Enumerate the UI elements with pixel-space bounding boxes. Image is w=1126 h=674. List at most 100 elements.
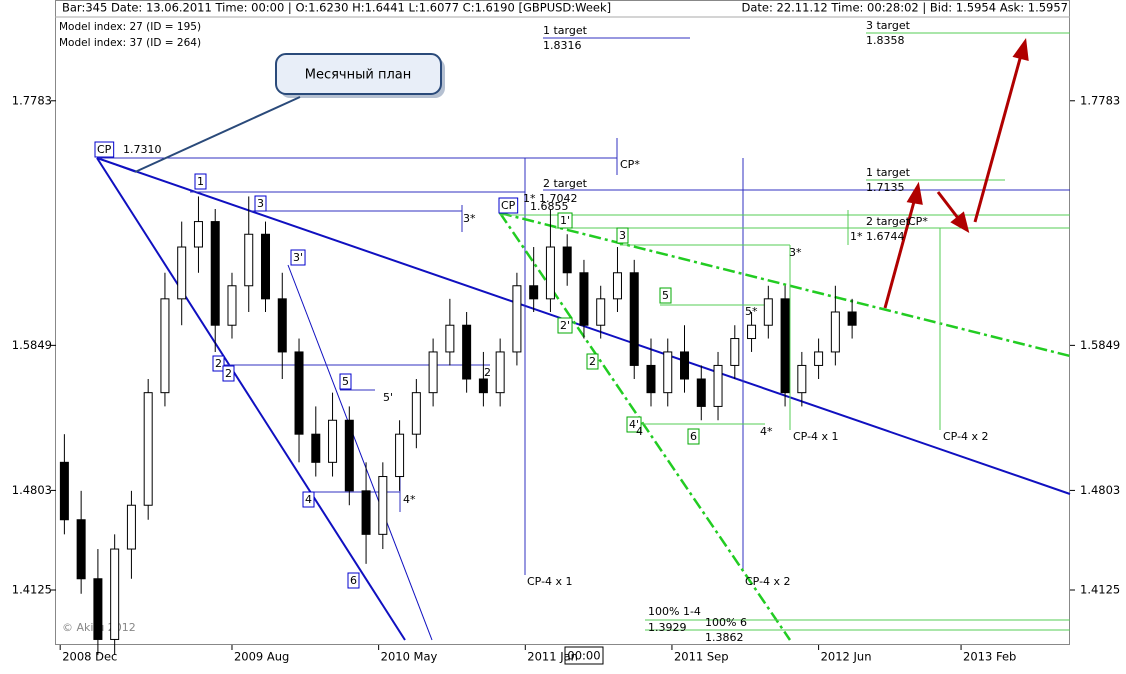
annotation-box [586,353,599,370]
candle-body [713,364,723,407]
annotation: 5 [342,375,349,388]
annotation: 4* [403,493,416,506]
plot-frame [55,0,1070,645]
annotation: 2 target [866,215,911,228]
annotation: 1.6855 [530,200,569,213]
candle-body [76,519,86,580]
candle-body [126,504,136,550]
candle-body [59,461,69,521]
x-tick-label: 2009 Aug [234,650,289,664]
trendline [96,157,136,173]
candle-body [193,221,203,248]
trendline [499,211,1071,358]
annotation-box [557,212,573,229]
annotation-box [94,141,115,158]
annotation: 3 [257,197,264,210]
annotation-box [687,428,700,445]
candle-body [730,338,740,366]
annotation-box [212,355,225,372]
annotation: 1 target [543,24,588,37]
candle-body [646,364,656,394]
candle-body [512,285,522,353]
annotation: CP-4 x 2 [943,430,989,443]
annotation-box [302,491,315,508]
arrow [973,54,1023,223]
candle-body [93,578,103,640]
annotation-box [290,249,306,266]
annotation: 1.8358 [866,34,905,47]
arrows [883,37,1029,309]
annotation: 5' [383,391,393,404]
arrow-head [950,211,970,234]
x-tick-label: 2013 Feb [963,650,1016,664]
annotation: CP [501,199,516,212]
candle-body [462,324,472,380]
drawings [96,32,1071,641]
candle-body [612,272,622,300]
annotation: 3 [619,229,626,242]
candle-body [261,233,271,300]
annotation: 6 [690,430,697,443]
candle-body [814,351,824,366]
annotation: 2 target [543,177,588,190]
x-tick-label: 2011 Jan [527,650,578,664]
annotation-box [339,373,352,390]
annotation: 5* [745,305,758,318]
candle-body [177,246,187,300]
annotation: 1.7135 [866,181,905,194]
annotation-box [616,227,629,244]
candle-body [411,392,421,435]
live-info: Date: 22.11.12 Time: 00:28:02 | Bid: 1.5… [742,1,1069,15]
y-tick-label: 1.5849 [1080,338,1120,352]
annotation: 3 target [866,19,911,32]
arrow-head [1012,37,1029,61]
candle-body [445,324,455,353]
candle-body [780,298,790,394]
cursor-time: 00:00 [567,649,600,663]
candle-body [361,490,371,535]
x-tick-label: 2012 Jun [821,650,872,664]
arrow-head [906,181,923,205]
y-tick-label: 1.5849 [12,338,52,352]
y-tick-label: 1.4803 [12,483,52,497]
candle-body [328,419,338,463]
annotation-box [222,365,235,382]
candle-body [227,285,237,326]
annotation: CP* [908,215,928,228]
y-tick-label: 1.4125 [1080,583,1120,597]
candle-body [378,476,388,535]
annotation: CP-4 x 1 [527,575,573,588]
annotation: 1.7310 [123,143,162,156]
candle-body [311,433,321,463]
candle-body [596,298,606,326]
callout-pointer [134,96,301,173]
candle-body [294,351,304,435]
candle-body [847,311,857,326]
annotation: 2 [225,367,232,380]
annotation: 1.8316 [543,39,582,52]
annotation-box [347,572,360,589]
annotation-box [659,287,672,304]
annotation: CP-4 x 1 [793,430,839,443]
plot: 1.7783 1.7783 1.5849 1.5849 1.4803 1.4803 1.41… [12,19,1121,664]
cursor-box [564,646,604,665]
bar-info: Bar:345 Date: 13.06.2011 Time: 00:00 | O… [62,1,611,15]
candle-body [680,351,690,380]
candle-body [663,351,673,394]
model-info: Model index: 27 (ID = 195) [59,21,201,33]
annotation-box [626,416,642,433]
candle-body [143,392,153,506]
trendline [287,264,433,641]
candle-body [579,272,589,326]
candle-body [244,233,254,287]
candle-body [395,433,405,478]
arrow [883,197,917,309]
annotation: CP-4 x 2 [745,575,791,588]
candle-body [696,378,706,407]
annotation: 1* 1.6744 [850,230,904,243]
annotation-box [498,197,519,214]
candle-body [495,351,505,394]
y-tick-label: 1.4125 [12,583,52,597]
candle-body [160,298,170,394]
x-tick-label: 2008 Dec [62,650,117,664]
